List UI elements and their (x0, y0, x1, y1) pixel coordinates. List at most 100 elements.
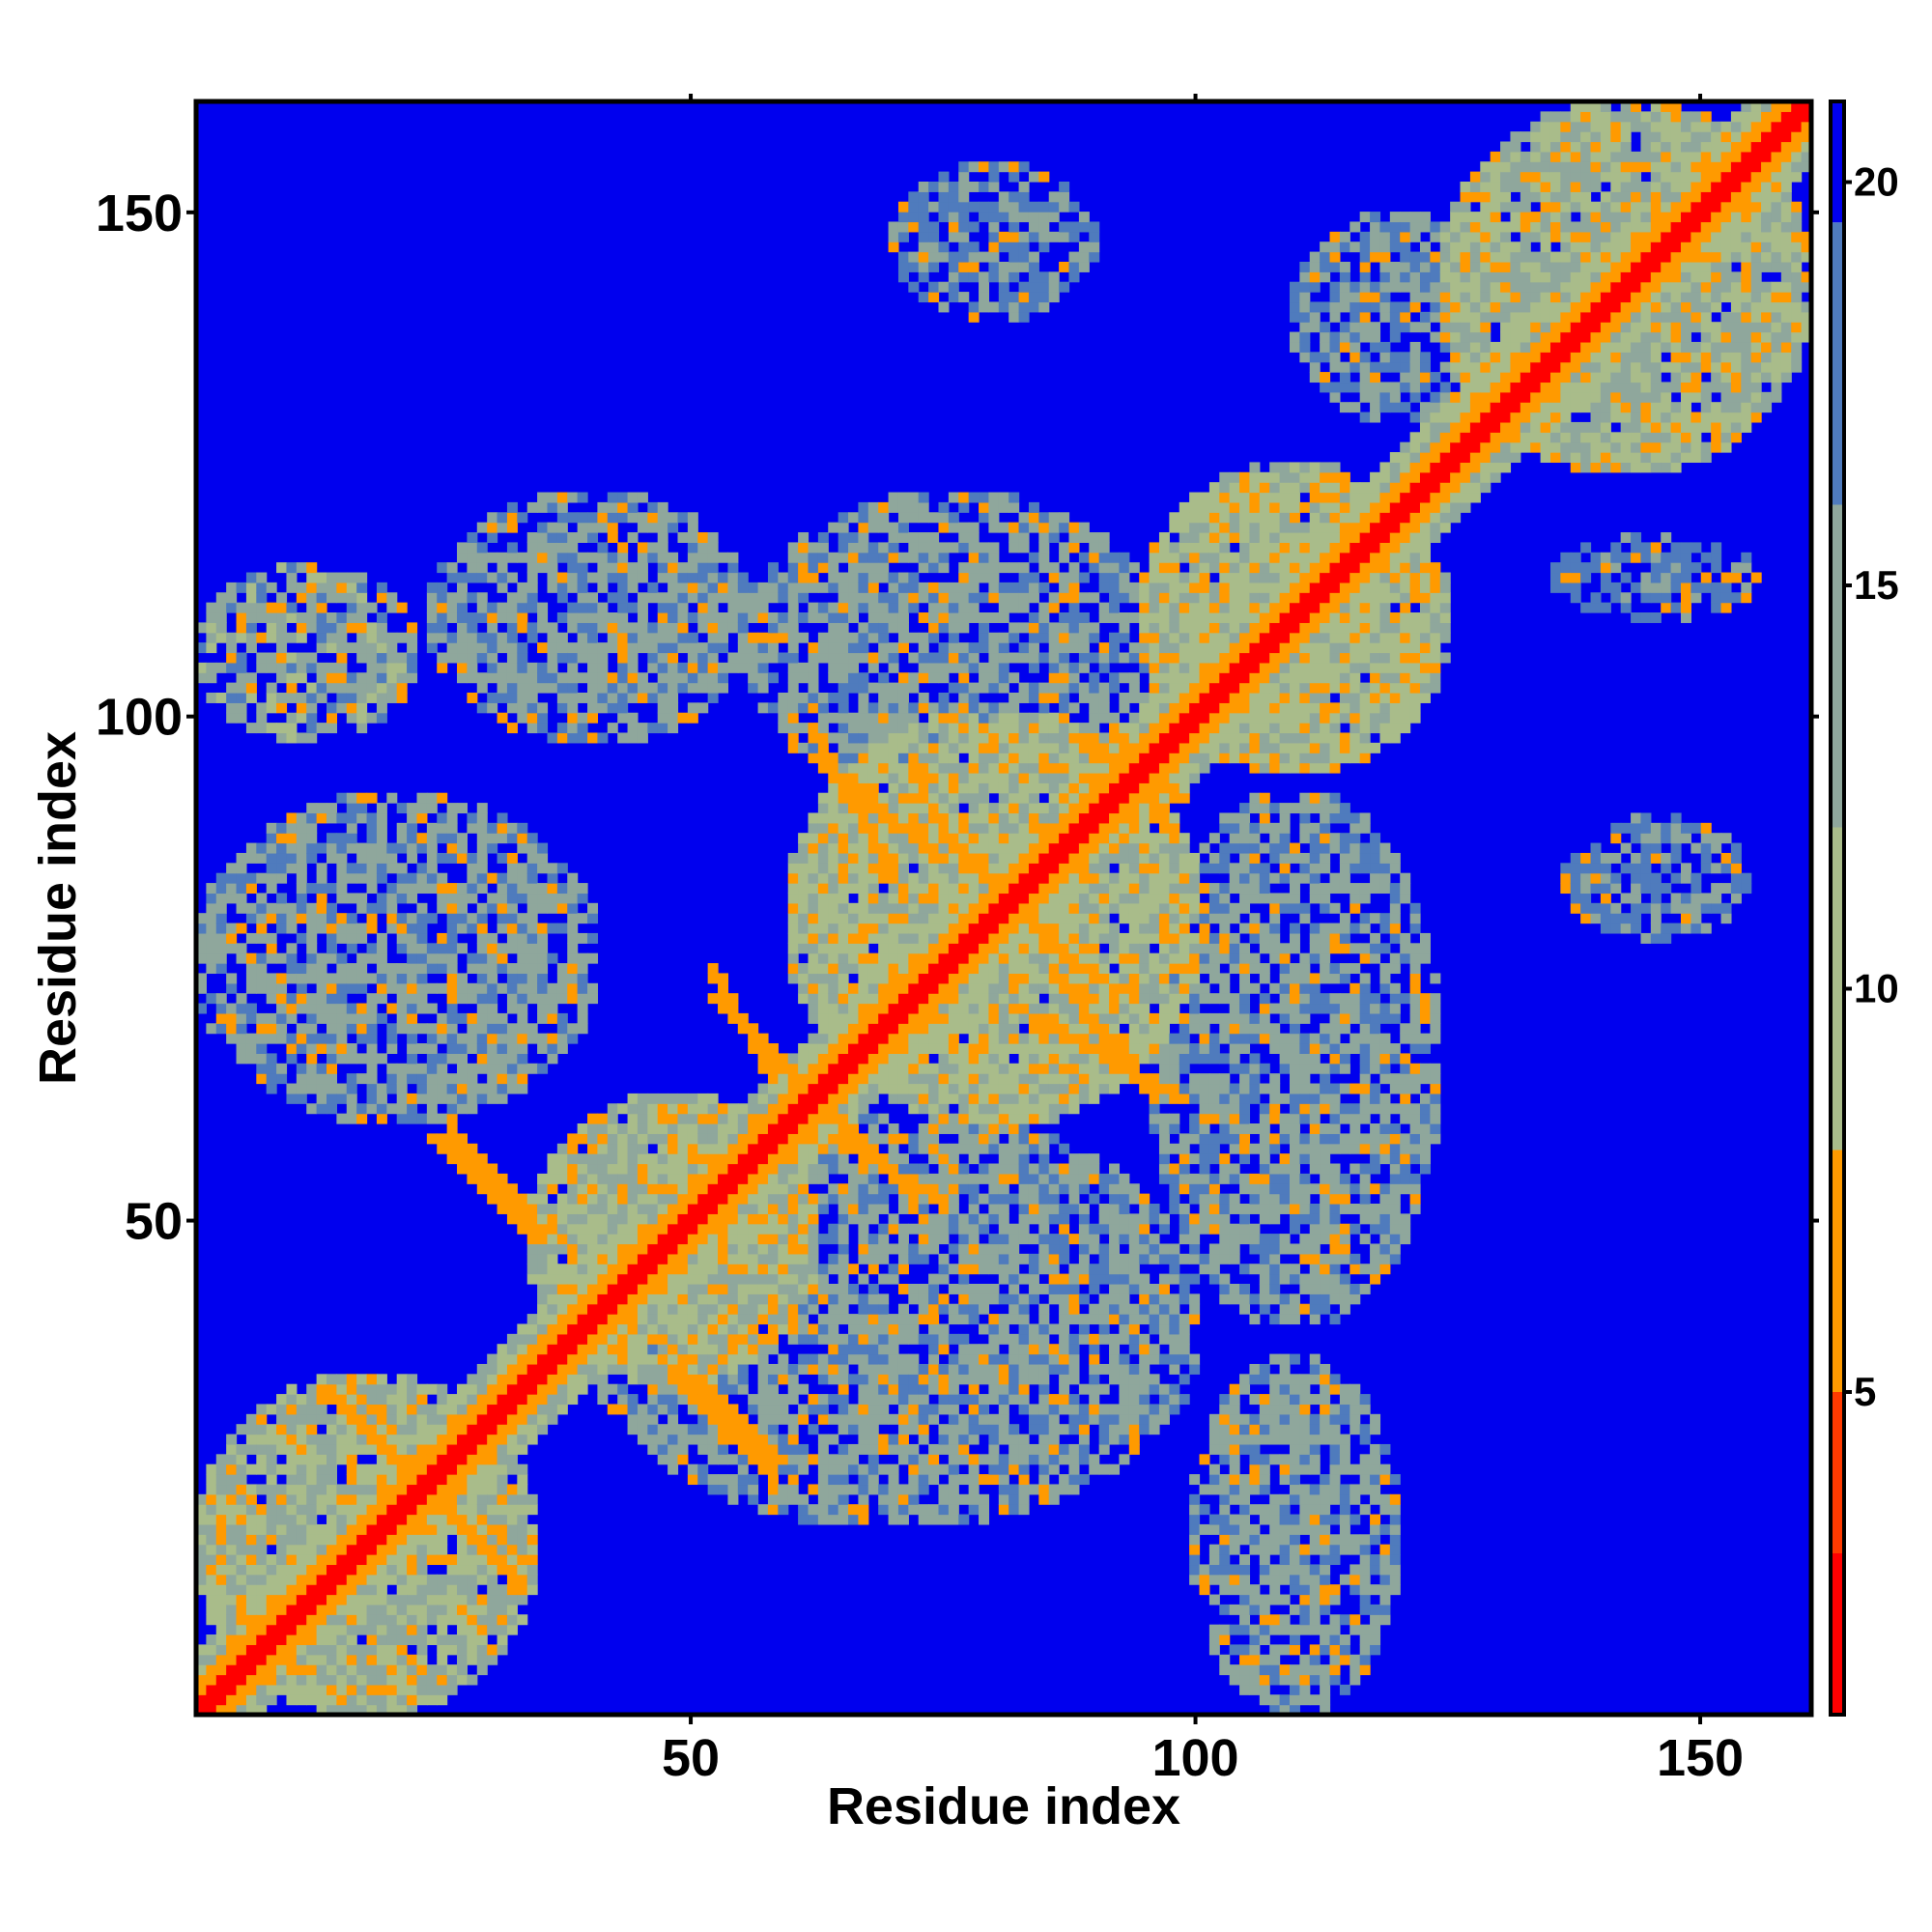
heatmap-cell (817, 893, 829, 904)
heatmap-cell (467, 883, 478, 895)
heatmap-cell (627, 1283, 639, 1294)
heatmap-cell (867, 1193, 879, 1205)
heatmap-cell (356, 1394, 368, 1406)
heatmap-cell (506, 852, 518, 864)
heatmap-cell (897, 753, 909, 764)
heatmap-cell (286, 943, 298, 954)
heatmap-cell (526, 1314, 538, 1325)
heatmap-cell (867, 1424, 879, 1435)
heatmap-cell (226, 1664, 238, 1676)
heatmap-cell (245, 682, 257, 694)
heatmap-cell (597, 1314, 609, 1325)
heatmap-cell (407, 812, 418, 824)
heatmap-cell (215, 1523, 227, 1535)
heatmap-cell (336, 642, 348, 654)
heatmap-cell (467, 952, 478, 964)
heatmap-cell (236, 863, 247, 874)
heatmap-cell (778, 702, 789, 714)
heatmap-cell (767, 1484, 779, 1495)
heatmap-cell (356, 1544, 368, 1555)
heatmap-cell (787, 1264, 799, 1275)
heatmap-cell (757, 1434, 769, 1445)
heatmap-cell (828, 872, 839, 884)
heatmap-cell (366, 672, 378, 684)
heatmap-cell (376, 902, 387, 914)
heatmap-cell (506, 592, 518, 604)
heatmap-cell (668, 1243, 679, 1255)
heatmap-cell (908, 281, 920, 293)
heatmap-cell (517, 1474, 528, 1486)
heatmap-cell (437, 562, 448, 574)
heatmap-cell (848, 712, 860, 724)
heatmap-cell (918, 292, 929, 303)
heatmap-cell (437, 612, 448, 623)
heatmap-cell (637, 732, 648, 744)
heatmap-cell (848, 732, 860, 744)
heatmap-cell (627, 1253, 639, 1264)
heatmap-cell (727, 1173, 739, 1184)
heatmap-cell (778, 1434, 789, 1445)
heatmap-cell (245, 582, 257, 593)
heatmap-cell (697, 592, 709, 604)
heatmap-cell (296, 1413, 307, 1425)
heatmap-cell (245, 1012, 257, 1024)
heatmap-cell (687, 1344, 698, 1355)
heatmap-cell (677, 612, 689, 623)
heatmap-cell (918, 993, 929, 1005)
heatmap-cell (748, 582, 759, 593)
heatmap-cell (356, 1463, 368, 1475)
heatmap-cell (547, 902, 558, 914)
heatmap-cell (386, 602, 398, 613)
heatmap-cell (356, 1484, 368, 1495)
heatmap-cell (416, 1383, 428, 1395)
heatmap-cell (556, 883, 568, 895)
heatmap-cell (245, 1043, 257, 1054)
heatmap-cell (727, 1234, 739, 1245)
heatmap-cell (296, 1394, 307, 1406)
heatmap-cell (888, 1173, 899, 1184)
heatmap-cell (286, 612, 298, 623)
heatmap-cell (366, 1443, 378, 1455)
heatmap-cell (526, 1234, 538, 1245)
heatmap-cell (888, 1143, 899, 1154)
heatmap-cell (276, 702, 288, 714)
heatmap-cell (597, 1193, 609, 1205)
heatmap-cell (276, 1574, 288, 1585)
heatmap-cell (737, 1213, 749, 1225)
heatmap-cell (457, 852, 468, 864)
heatmap-cell (707, 1293, 719, 1305)
heatmap-cell (346, 1523, 357, 1535)
heatmap-cell (467, 1493, 478, 1505)
heatmap-cell (627, 1424, 639, 1435)
heatmap-cell (476, 1173, 488, 1184)
heatmap-cell (677, 1434, 689, 1445)
heatmap-cell (647, 1303, 659, 1315)
heatmap-cell (457, 1654, 468, 1665)
heatmap-cell (808, 1363, 819, 1375)
heatmap-cell (346, 1374, 357, 1385)
heatmap-cell (838, 1454, 849, 1465)
heatmap-cell (888, 1493, 899, 1505)
heatmap-cell (276, 672, 288, 684)
heatmap-cell (928, 1213, 940, 1225)
heatmap-cell (908, 602, 920, 613)
heatmap-cell (918, 221, 929, 233)
heatmap-cell (526, 902, 538, 914)
heatmap-cell (808, 943, 819, 954)
heatmap-cell (647, 1413, 659, 1425)
heatmap-cell (476, 1383, 488, 1395)
heatmap-cell (787, 1273, 799, 1285)
heatmap-cell (908, 1033, 920, 1044)
heatmap-cell (446, 1033, 458, 1044)
heatmap-cell (817, 1404, 829, 1415)
heatmap-cell (256, 1424, 268, 1435)
heatmap-cell (266, 913, 277, 924)
heatmap-cell (808, 1454, 819, 1465)
heatmap-cell (487, 602, 498, 613)
heatmap-cell (908, 1053, 920, 1065)
heatmap-cell (727, 602, 739, 613)
heatmap-cell (426, 1434, 438, 1445)
heatmap-cell (897, 1424, 909, 1435)
heatmap-cell (446, 1394, 458, 1406)
heatmap-cell (426, 1103, 438, 1115)
